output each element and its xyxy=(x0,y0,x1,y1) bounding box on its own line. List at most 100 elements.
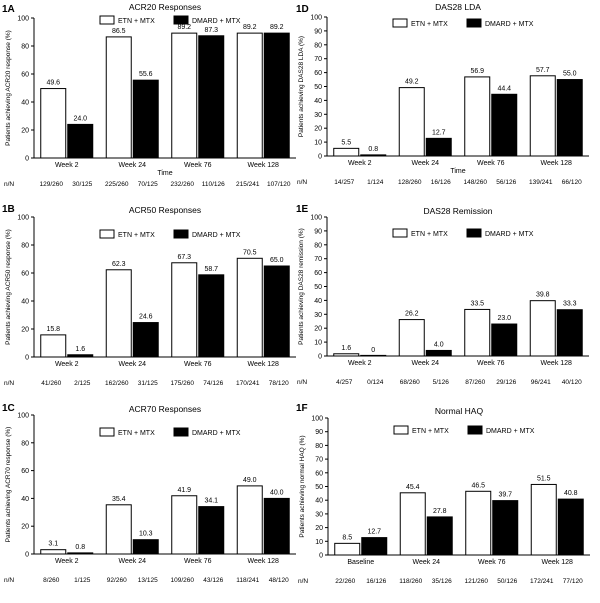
bar-etn xyxy=(40,88,67,159)
bar-dmard xyxy=(360,154,387,157)
nN-value: 68/260 xyxy=(400,379,420,386)
data-label: 58.7 xyxy=(204,266,218,273)
bar-etn xyxy=(465,490,492,556)
nN-value: 50/126 xyxy=(497,578,517,585)
legend-label-etn: ETN + MTX xyxy=(411,21,448,28)
bar-etn xyxy=(530,483,557,556)
nN-value: 172/241 xyxy=(530,578,554,585)
bar-dmard xyxy=(263,497,290,555)
x-tick-label: Week 128 xyxy=(248,558,279,565)
legend-label-etn: ETN + MTX xyxy=(411,231,448,238)
legend: ETN + MTX DMARD + MTX xyxy=(392,228,534,238)
x-tick-label: Week 76 xyxy=(477,360,505,367)
nN-value: 109/260 xyxy=(171,577,195,584)
nN-value: 16/126 xyxy=(366,578,386,585)
y-tick-label: 50 xyxy=(314,284,322,291)
nN-value: 5/126 xyxy=(433,379,450,386)
nN-value: 74/126 xyxy=(203,380,223,387)
y-tick-label: 0 xyxy=(319,553,323,560)
nN-value: 48/120 xyxy=(269,577,289,584)
y-tick-label: 0 xyxy=(25,552,29,559)
chart-panel-1c: 1C ACR70 Responses ETN + MTX DMARD + MTX 0 20… xyxy=(2,403,296,584)
bar-etn xyxy=(40,549,67,555)
chart-panel-1d: 1D DAS28 LDA ETN + MTX DMARD + MTX 0 10 20 30 40… xyxy=(296,2,589,186)
data-label: 26.2 xyxy=(405,311,419,318)
x-tick-label: Week 76 xyxy=(478,559,506,566)
data-label: 0.8 xyxy=(75,544,85,551)
panel-label: 1F xyxy=(296,403,308,414)
panel-label: 1D xyxy=(296,4,309,15)
data-label: 27.8 xyxy=(433,508,447,515)
nN-value: 31/125 xyxy=(138,380,158,387)
legend-swatch-etn xyxy=(392,18,408,28)
data-label: 39.7 xyxy=(498,492,512,499)
bar-etn xyxy=(529,300,556,357)
nN-value: 14/257 xyxy=(334,179,354,186)
data-label: 33.5 xyxy=(470,300,484,307)
nN-value: 22/260 xyxy=(335,578,355,585)
data-label: 24.6 xyxy=(139,314,153,321)
y-tick-label: 0 xyxy=(318,354,322,361)
y-tick-label: 90 xyxy=(314,28,322,35)
nN-value: 1/125 xyxy=(74,577,91,584)
data-label: 35.4 xyxy=(112,496,126,503)
bar-dmard xyxy=(491,93,518,157)
data-label: 70.5 xyxy=(243,249,257,256)
bar-etn xyxy=(334,542,361,556)
y-tick-label: 20 xyxy=(21,128,29,135)
y-tick-label: 60 xyxy=(21,72,29,79)
data-label: 62.3 xyxy=(112,261,126,268)
nN-value: 139/241 xyxy=(529,179,553,186)
nN-value: 40/120 xyxy=(562,379,582,386)
data-label: 46.5 xyxy=(471,482,485,489)
x-tick-label: Week 24 xyxy=(412,160,440,167)
y-tick-label: 40 xyxy=(21,100,29,107)
y-tick-label: 0 xyxy=(318,154,322,161)
y-tick-label: 60 xyxy=(21,271,29,278)
data-label: 23.0 xyxy=(497,315,511,322)
x-tick-label: Week 2 xyxy=(348,360,372,367)
legend-label-dmard: DMARD + MTX xyxy=(485,231,534,238)
x-tick-label: Week 128 xyxy=(542,559,573,566)
bar-etn xyxy=(333,147,360,157)
x-axis-label: Time xyxy=(157,170,172,177)
bar-dmard xyxy=(67,123,94,159)
nN-value: 175/260 xyxy=(171,380,195,387)
bar-dmard xyxy=(361,537,388,556)
x-tick-label: Week 128 xyxy=(541,160,572,167)
data-label: 12.7 xyxy=(367,529,381,536)
nN-value: 118/260 xyxy=(399,578,422,585)
nN-row-label: n/N xyxy=(4,181,14,188)
bar-etn xyxy=(236,485,263,555)
legend-label-dmard: DMARD + MTX xyxy=(192,18,241,25)
nN-value: 110/126 xyxy=(202,181,225,188)
chart-title: DAS28 LDA xyxy=(435,2,481,12)
nN-value: 70/125 xyxy=(138,181,158,188)
data-label: 45.4 xyxy=(406,484,420,491)
nN-value: 43/126 xyxy=(203,577,223,584)
y-tick-label: 60 xyxy=(21,468,29,475)
y-tick-label: 30 xyxy=(314,312,322,319)
y-tick-label: 90 xyxy=(315,429,323,436)
x-tick-label: Week 2 xyxy=(348,160,372,167)
x-tick-label: Week 128 xyxy=(541,360,572,367)
y-axis-label: Patients achieving DAS28 LDA (%) xyxy=(298,36,305,137)
data-label: 8.5 xyxy=(342,534,352,541)
legend-label-etn: ETN + MTX xyxy=(118,18,155,25)
data-label: 55.6 xyxy=(139,71,153,78)
y-tick-label: 80 xyxy=(315,443,323,450)
x-tick-label: Week 76 xyxy=(477,160,505,167)
data-label: 0 xyxy=(371,347,375,354)
nN-value: 8/260 xyxy=(43,577,60,584)
y-tick-label: 100 xyxy=(17,215,29,222)
legend-label-dmard: DMARD + MTX xyxy=(485,21,534,28)
y-tick-label: 20 xyxy=(314,126,322,133)
legend-swatch-dmard xyxy=(173,427,189,437)
nN-value: 30/125 xyxy=(72,181,92,188)
bar-etn xyxy=(105,504,132,555)
chart-panel-1f: 1F Normal HAQ ETN + MTX DMARD + MTX 0 10 20 30 4… xyxy=(296,403,590,585)
data-label: 34.1 xyxy=(204,498,218,505)
x-tick-label: Week 24 xyxy=(119,558,147,565)
y-tick-label: 80 xyxy=(21,44,29,51)
panel-label: 1A xyxy=(2,4,15,15)
